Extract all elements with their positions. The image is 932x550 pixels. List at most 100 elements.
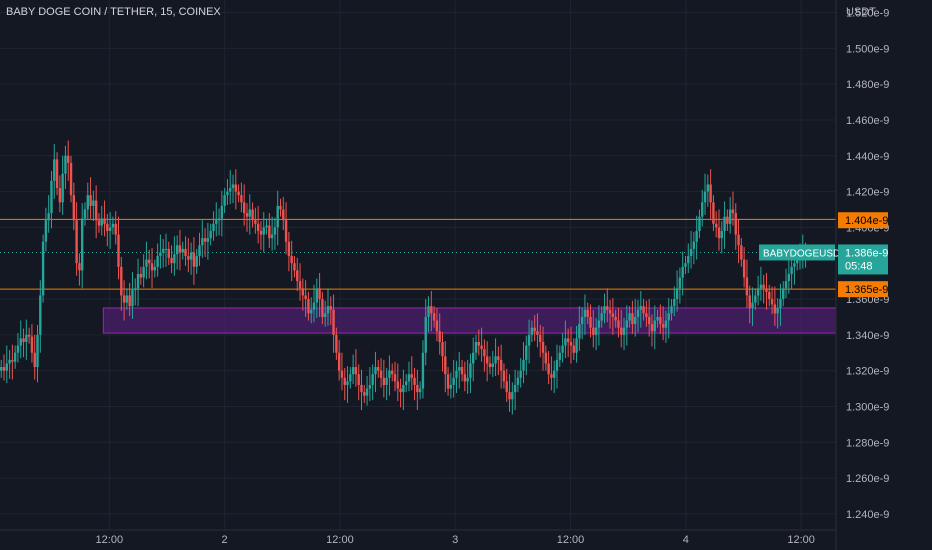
- candle-body: [418, 388, 422, 393]
- candle-body: [768, 291, 771, 300]
- y-tick-label: 1.320e-9: [846, 366, 889, 378]
- candle-body: [564, 338, 567, 346]
- candle-body: [69, 162, 73, 196]
- candle-body: [237, 191, 240, 196]
- candle-body: [80, 218, 84, 271]
- candle-body: [787, 273, 791, 282]
- candle-body: [170, 257, 173, 264]
- candle-body: [0, 367, 3, 371]
- y-tick-label: 1.440e-9: [846, 151, 889, 163]
- candle-body: [661, 324, 665, 328]
- candle-body: [8, 359, 11, 364]
- candle-body: [597, 320, 601, 328]
- candle-body: [728, 209, 732, 224]
- candle-body: [142, 266, 145, 278]
- candle-body: [773, 304, 777, 314]
- candle-body: [223, 195, 226, 206]
- candle-body: [600, 313, 603, 321]
- candle-body: [290, 256, 293, 264]
- candle-body: [226, 191, 229, 196]
- candle-body: [745, 277, 749, 296]
- candle-body: [349, 374, 352, 382]
- candle-body: [446, 374, 450, 389]
- candle-body: [678, 277, 682, 289]
- time-axis[interactable]: 12:00 2 12:00 3 12:00 4 12:00: [0, 529, 836, 546]
- candle-body: [687, 256, 690, 264]
- candle-body: [192, 252, 196, 267]
- candle-body: [321, 299, 324, 317]
- candle-body: [50, 180, 53, 214]
- candle-body: [430, 306, 433, 314]
- y-tick-label: 1.420e-9: [846, 187, 889, 199]
- candle-body: [273, 227, 277, 235]
- candle-body: [97, 220, 101, 226]
- candle-body: [64, 155, 67, 174]
- candle-body: [617, 320, 620, 328]
- candle-body: [293, 263, 296, 271]
- candle-body: [231, 184, 235, 189]
- candle-body: [47, 213, 50, 221]
- candle-body: [536, 331, 539, 335]
- candle-body: [357, 374, 360, 385]
- candle-body: [209, 230, 212, 239]
- candle-body: [41, 241, 45, 296]
- candle-body: [212, 223, 215, 231]
- candle-body: [631, 313, 634, 325]
- last-price-tag: [838, 244, 888, 275]
- candle-body: [485, 356, 489, 364]
- candle-body: [530, 327, 534, 335]
- candle-body: [790, 266, 793, 274]
- candle-body: [25, 334, 28, 342]
- candle-body: [483, 349, 486, 357]
- candle-body: [27, 334, 31, 337]
- candle-body: [491, 363, 494, 368]
- candle-body: [181, 248, 184, 253]
- candle-body: [402, 384, 405, 393]
- candle-body: [784, 281, 788, 289]
- price-tags: 1.404e-9 1.365e-9 BABYDOGEUSDT1.386e-905:4…: [759, 212, 888, 298]
- x-tick-label: 2: [222, 534, 228, 546]
- candle-body: [58, 188, 62, 203]
- candle-body: [301, 288, 305, 296]
- candle-body: [477, 341, 481, 346]
- candle-body: [441, 341, 444, 357]
- candle-body: [770, 299, 774, 305]
- candle-body: [715, 223, 718, 228]
- candle-body: [527, 334, 531, 346]
- candle-body: [248, 209, 251, 217]
- candle-body: [488, 363, 492, 368]
- candle-body: [737, 234, 740, 246]
- level-price-label: 1.365e-9: [845, 284, 888, 296]
- candle-body: [279, 205, 282, 210]
- candle-body: [365, 388, 369, 396]
- candle-body: [83, 209, 87, 219]
- candle-body: [684, 263, 687, 267]
- x-tick-label: 4: [683, 534, 689, 546]
- candle-body: [667, 313, 670, 321]
- candle-body: [159, 252, 162, 257]
- candle-body: [723, 216, 726, 231]
- candle-body: [516, 377, 520, 385]
- countdown-label: 05:48: [845, 260, 873, 272]
- candle-body: [706, 184, 710, 192]
- level-price-tag: [838, 212, 888, 229]
- candle-body: [444, 356, 447, 375]
- candle-body: [203, 238, 207, 242]
- candle-body: [61, 173, 64, 203]
- y-tick-label: 1.240e-9: [846, 509, 889, 521]
- candle-body: [340, 370, 344, 378]
- symbol-label: BABYDOGEUSDT: [763, 248, 846, 259]
- candle-body: [254, 220, 257, 224]
- candle-body: [628, 313, 631, 321]
- candle-body: [156, 256, 159, 267]
- candle-body: [748, 295, 751, 308]
- candle-body: [134, 288, 137, 291]
- candle-body: [413, 377, 416, 385]
- candle-body: [664, 320, 668, 328]
- candle-body: [270, 234, 274, 239]
- last-price-label: 1.386e-9: [845, 247, 888, 259]
- candle-body: [268, 225, 271, 239]
- x-tick-label: 12:00: [326, 534, 354, 546]
